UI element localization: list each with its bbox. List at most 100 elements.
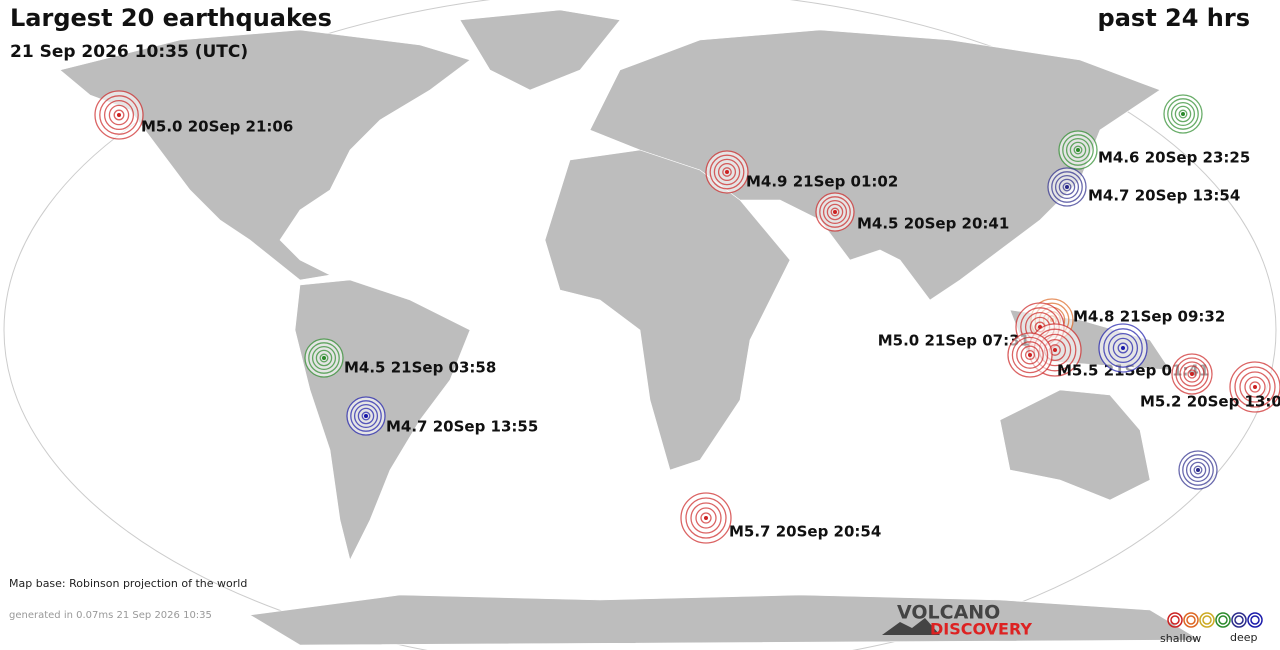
quake-center [117, 113, 121, 117]
quake-ring [113, 109, 125, 121]
quake-ring [709, 154, 745, 190]
quake-ring [1073, 145, 1083, 155]
quake-label: M5.0 20Sep 21:06 [141, 118, 293, 136]
land [59, 9, 1202, 646]
quake-center [1196, 468, 1200, 472]
quake-ring [1051, 171, 1083, 203]
quake-label: M4.8 21Sep 09:32 [1073, 308, 1225, 326]
quake-ring [1016, 341, 1044, 369]
legend-ring [1234, 615, 1244, 625]
quake-label: M4.6 20Sep 23:25 [1098, 149, 1250, 167]
quake-center [1053, 348, 1057, 352]
quake-center [1076, 148, 1080, 152]
quake-ring [1069, 141, 1087, 159]
legend-ring [1199, 612, 1215, 628]
legend-ring [1247, 612, 1263, 628]
quake-center [1181, 112, 1185, 116]
quake-center [1028, 353, 1032, 357]
legend-ring [1218, 615, 1228, 625]
quake-ring [94, 90, 144, 140]
quake-label: M4.7 20Sep 13:55 [386, 418, 538, 436]
quake-ring [1047, 167, 1087, 207]
legend-ring [1202, 615, 1212, 625]
quake-ring [1112, 337, 1134, 359]
legend-ring [1215, 612, 1231, 628]
quake-ring [695, 507, 717, 529]
quake-ring [1062, 182, 1072, 192]
quake-label: M4.7 20Sep 13:54 [1088, 187, 1240, 205]
quake-ring [1229, 361, 1280, 413]
quake-ring [1193, 465, 1203, 475]
quake-center [704, 516, 708, 520]
quake-ring [353, 403, 379, 429]
quake-ring [822, 199, 848, 225]
quake-ring [308, 342, 340, 374]
quake-center [1190, 372, 1194, 376]
title: Largest 20 earthquakes [10, 4, 332, 32]
quake-ring [1174, 105, 1192, 123]
quake-ring [830, 207, 840, 217]
period: past 24 hrs [1098, 4, 1250, 32]
quake-ring [1117, 342, 1129, 354]
quake-ring [1020, 345, 1040, 365]
quake-ring [1179, 361, 1205, 387]
quake-label: M4.5 20Sep 20:41 [857, 215, 1009, 233]
quake-label: M4.9 21Sep 01:02 [746, 173, 898, 191]
legend-ring [1250, 615, 1260, 625]
quake-ring [680, 492, 732, 544]
quake-ring [108, 104, 130, 126]
quake-ring [700, 512, 712, 524]
quake-label: M5.7 20Sep 20:54 [729, 523, 881, 541]
quake-center [833, 210, 837, 214]
quake-ring [713, 158, 741, 186]
quake-ring [1244, 376, 1266, 398]
quake-ring [1103, 328, 1143, 368]
quake-ring [1239, 371, 1271, 403]
quake-center [364, 414, 368, 418]
quake-ring [99, 95, 139, 135]
subtitle: 21 Sep 2026 10:35 (UTC) [10, 42, 248, 62]
logo-line1: VOLCANO [897, 602, 1000, 624]
quake-ring [1107, 332, 1139, 364]
quake-label: M5.5 21Sep 01:41 [1057, 362, 1209, 380]
quake-label: M5.0 21Sep 07:31 [878, 332, 1030, 350]
logo-icon [882, 618, 940, 635]
quake-ring [319, 353, 329, 363]
quake-ring [1098, 323, 1148, 373]
quake-ring [1178, 450, 1218, 490]
quake-ring [311, 345, 337, 371]
quake-ring [1249, 381, 1261, 393]
quake-ring [350, 400, 382, 432]
quake-ring [357, 407, 375, 425]
quake-ring [1182, 454, 1214, 486]
quake-ring [690, 502, 722, 534]
generated-note: generated in 0.07ms 21 Sep 2026 10:35 [9, 610, 212, 621]
quake-ring [1011, 336, 1049, 374]
quake-label: M4.5 21Sep 03:58 [344, 359, 496, 377]
quake-ring [819, 196, 851, 228]
quake-ring [304, 338, 344, 378]
quake-ring [1058, 130, 1098, 170]
quake-ring [346, 396, 386, 436]
quake-ring [705, 150, 749, 194]
quake-ring [1175, 357, 1209, 391]
quake-center [725, 170, 729, 174]
quake-label: M5.2 20Sep 13:06 [1140, 393, 1280, 411]
quake-ring [1187, 369, 1197, 379]
quake-ring [722, 167, 732, 177]
logo-line2: DISCOVERY [930, 620, 1032, 639]
legend-ring [1183, 612, 1199, 628]
legend-ring [1167, 612, 1183, 628]
quake-ring [1065, 137, 1091, 163]
quake-center [322, 356, 326, 360]
quake-ring [1178, 109, 1188, 119]
quake-ring [1062, 134, 1094, 166]
legend-deep: deep [1230, 631, 1258, 644]
quake-ring [1185, 457, 1211, 483]
quake-ring [717, 162, 737, 182]
quake-ring [1183, 365, 1201, 383]
map-base-note: Map base: Robinson projection of the wor… [9, 577, 247, 590]
legend-shallow: shallow [1160, 632, 1201, 645]
